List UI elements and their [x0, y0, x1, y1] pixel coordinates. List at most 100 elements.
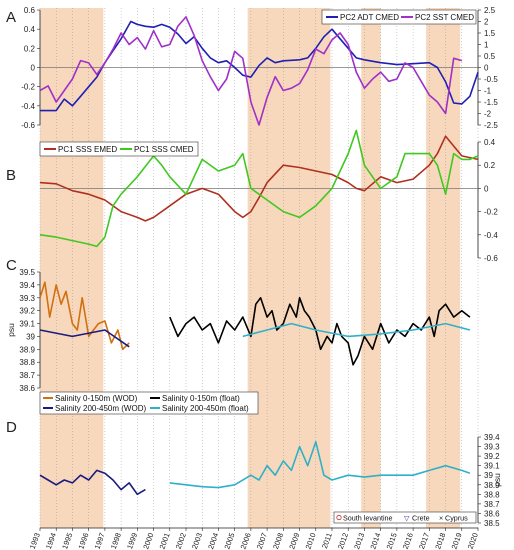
legend-label-cyprus: Cyprus	[445, 514, 468, 523]
series-line	[39, 129, 479, 248]
x-tick-label: 1999	[125, 532, 139, 550]
y-tick-label: -0.4	[484, 231, 498, 240]
y-tick-label: 0.4	[484, 138, 496, 147]
x-tick-label: 2014	[368, 532, 382, 550]
legend-label-float-0-150: Salinity 0-150m (float)	[162, 394, 240, 403]
x-tick-label: 2003	[190, 532, 204, 550]
legend-label-pc2-adt: PC2 ADT CMED	[340, 13, 399, 22]
series-line	[39, 281, 130, 351]
x-tick-label: 1993	[28, 532, 42, 550]
y-tick-label: 0.2	[24, 44, 36, 53]
legend-label-pc1-emed: PC1 SSS EMED	[58, 145, 117, 154]
y-tick-label: 38.8	[484, 490, 500, 499]
x-tick-label: 2005	[222, 532, 236, 550]
x-tick-label: 2020	[466, 532, 480, 550]
y-tick-label: 38.7	[484, 500, 500, 509]
x-tick-label: 2019	[449, 532, 463, 550]
legend-marker-cyprus: ×	[439, 514, 443, 523]
legend-marker-crete: ▽	[404, 514, 410, 523]
y-tick-label: -2	[484, 110, 492, 119]
y-tick-label: 38.5	[484, 519, 500, 528]
legend-marker-south-levantine	[336, 514, 342, 521]
y-tick-label: -0.6	[484, 254, 498, 263]
y-tick-label: 2	[484, 18, 489, 27]
y-tick-label: 2.5	[484, 6, 496, 15]
y-tick-label: 39.4	[484, 433, 500, 442]
y-tick-label: 0	[484, 184, 489, 193]
y-tick-label: 1	[484, 41, 489, 50]
y-tick-label: -0.2	[484, 208, 498, 217]
legend-label-wod-0-150: Salinity 0-150m (WOD)	[55, 394, 138, 403]
shaded-period	[40, 8, 104, 528]
y-tick-label: 39.1	[484, 462, 500, 471]
panel-letter-D: D	[6, 419, 17, 436]
legend-box	[39, 391, 259, 415]
x-tick-label: 2012	[336, 532, 350, 550]
legend-label-south-levantine: South levantine	[343, 514, 393, 523]
y-tick-label: -1.5	[484, 98, 498, 107]
shaded-period	[426, 8, 461, 528]
series-line	[39, 16, 463, 126]
legend-panel-A: PC2 ADT CMED PC2 SST CMED	[321, 9, 477, 25]
y-tick-label: 38.6	[484, 509, 500, 518]
y-tick-label: 38.8	[19, 358, 35, 367]
x-tick-label: 2007	[255, 532, 269, 550]
y-tick-label: -2.5	[484, 121, 498, 130]
y-tick-label: 38.7	[19, 371, 35, 380]
y-tick-label: 0.5	[484, 52, 496, 61]
y-tick-label: 0	[31, 64, 36, 73]
x-tick-label: 1994	[44, 532, 58, 550]
legend-label-float-200-450: Salinity 200-450m (float)	[162, 404, 249, 413]
legend-panel-B: PC1 SSS EMED PC1 SSS CMED	[39, 141, 199, 157]
x-tick-label: 2013	[352, 532, 366, 550]
series-line	[39, 135, 479, 222]
y-tick-label: 0	[484, 64, 489, 73]
y-tick-label: 39	[484, 471, 493, 480]
y-tick-label: -1	[484, 87, 492, 96]
y-tick-label: 38.6	[19, 384, 35, 393]
legend-panel-C: Salinity 0-150m (WOD) Salinity 200-450m …	[39, 391, 259, 415]
x-tick-label: 2002	[174, 532, 188, 550]
x-tick-label: 1997	[93, 532, 107, 550]
y-tick-label: 39.4	[19, 281, 35, 290]
x-tick-label: 2011	[320, 532, 334, 550]
panel-letter-B: B	[6, 167, 16, 184]
y-tick-label: 38.9	[484, 481, 500, 490]
legend-label-crete: Crete	[412, 514, 430, 523]
legend-box	[39, 141, 199, 157]
y-tick-label: 39.2	[484, 452, 500, 461]
x-tick-label: 1996	[76, 532, 90, 550]
y-tick-label: -0.6	[21, 121, 35, 130]
axes	[37, 9, 481, 531]
x-tick-label: 2016	[401, 532, 415, 550]
x-tick-label: 2006	[239, 532, 253, 550]
x-tick-label: 1998	[109, 532, 123, 550]
legend-label-pc2-sst: PC2 SST CMED	[415, 13, 474, 22]
x-tick-label: 2009	[287, 532, 301, 550]
y-tick-label: 39	[26, 332, 35, 341]
legend-panel-D: South levantine ▽ Crete × Cyprus	[333, 511, 477, 524]
y-tick-label: 39.5	[19, 268, 35, 277]
y-tick-label: 39.1	[19, 320, 35, 329]
y-tick-label: -0.4	[21, 102, 35, 111]
y-tick-label: -0.5	[484, 75, 498, 84]
legend-label-wod-200-450: Salinity 200-450m (WOD)	[55, 404, 146, 413]
shaded-period	[247, 8, 331, 528]
y-tick-label: 0.2	[484, 161, 496, 170]
y-tick-label: 39.2	[19, 307, 35, 316]
series-line	[39, 469, 146, 496]
y-axis-title: psu	[492, 473, 502, 487]
series-line	[169, 440, 471, 489]
x-tick-label: 2017	[417, 532, 431, 550]
data-lines	[39, 16, 479, 496]
legend-box	[321, 9, 477, 25]
x-tick-label: 2001	[157, 532, 171, 550]
panel-letter-C: C	[6, 257, 17, 274]
x-tick-label: 2008	[271, 532, 285, 550]
legend-box	[333, 511, 477, 524]
y-tick-label: 39.3	[484, 443, 500, 452]
y-tick-label: 0.6	[24, 6, 36, 15]
x-tick-label: 2015	[385, 532, 399, 550]
x-tick-label: 1995	[60, 532, 74, 550]
